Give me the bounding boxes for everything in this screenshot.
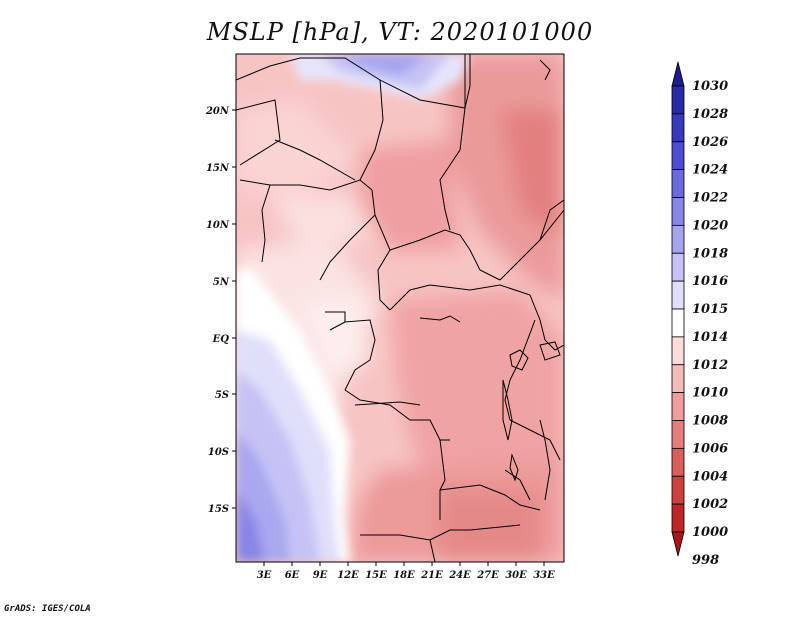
lat-label: 15S [208,504,229,515]
colorbar-label: 1014 [692,330,728,345]
colorbar-label: 1002 [692,497,728,512]
colorbar-top-arrow [671,61,685,87]
grads-credit: GrADS: IGES/COLA [4,604,91,614]
map-frame [235,53,565,563]
colorbar-label: 1022 [692,191,728,206]
lon-label: 3E [257,570,272,581]
lon-label: 24E [448,570,471,581]
colorbar-swatch [671,420,685,449]
lon-label: 27E [476,570,499,581]
colorbar-label: 1020 [692,218,728,233]
colorbar-label: 1024 [692,163,728,178]
colorbar-swatch [671,503,685,533]
lat-label: 10S [208,447,229,458]
colorbar-swatch [671,475,685,505]
map-title: MSLP [hPa], VT: 2020101000 [206,18,594,46]
lat-label: 10N [206,220,230,231]
colorbar-swatch [671,308,685,338]
colorbar-swatch [671,336,685,366]
colorbar-swatch [671,252,685,282]
pressure-field [236,54,564,562]
colorbar-label: 1028 [692,107,728,122]
longitude-axis: 3E 6E 9E 12E 15E 18E 21E 24E 27E 30E 33E [257,562,555,581]
colorbar-swatch [671,85,685,115]
lon-label: 21E [420,570,443,581]
lat-label: EQ [212,334,230,345]
colorbar-swatch [671,141,685,171]
country-boundaries [236,54,564,562]
colorbar-bottom-arrow [671,531,685,557]
colorbar-swatch [671,392,685,421]
lon-label: 6E [285,570,300,581]
colorbar-label: 1018 [692,246,728,261]
lon-label: 33E [533,570,555,581]
colorbar-swatch [671,169,685,198]
colorbar-label: 1006 [692,441,728,456]
colorbar-label: 1008 [692,414,728,429]
colorbar-swatch [671,364,685,394]
lon-label: 18E [393,570,415,581]
colorbar-label: 1010 [692,386,728,401]
lat-label: 20N [205,106,230,117]
colorbar-label: 1012 [692,358,728,373]
colorbar-label: 1030 [692,79,728,94]
lon-label: 15E [365,570,387,581]
lat-label: 5N [213,277,230,288]
lon-label: 9E [313,570,328,581]
colorbar-label: 1015 [692,302,728,317]
lon-label: 12E [337,570,359,581]
lat-label: 5S [215,390,229,401]
colorbar-label: 1004 [692,469,728,484]
colorbar-label: 1016 [692,274,728,289]
colorbar-swatch [671,447,685,477]
latitude-axis: 20N 15N 10N 5N EQ 5S 10S 15S [205,106,236,515]
lat-label: 15N [206,163,230,174]
colorbar-swatch [671,280,685,310]
colorbar-label: 1026 [692,135,728,150]
colorbar-label: 998 [692,553,719,568]
colorbar-swatch [671,224,685,254]
colorbar-swatch [671,197,685,226]
colorbar-label: 1000 [692,525,728,540]
colorbar: 1030 1028 1026 1024 1022 1020 1018 1016 1015 1014… [671,61,728,568]
lon-label: 30E [505,570,527,581]
colorbar-swatch [671,113,685,143]
